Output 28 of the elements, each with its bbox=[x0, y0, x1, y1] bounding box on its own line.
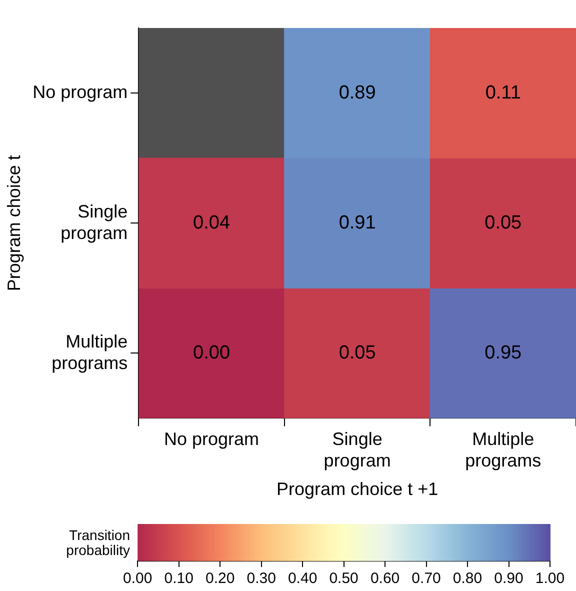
data-label: 0.05 bbox=[338, 342, 376, 364]
color-bar-label: 0.20 bbox=[205, 570, 235, 588]
data-label: 0.95 bbox=[484, 342, 522, 364]
data-label: 0.89 bbox=[338, 82, 376, 104]
color-bar-label: 0.40 bbox=[288, 570, 318, 588]
x-axis-title: Program choice t +1 bbox=[276, 479, 438, 500]
data-label: 0.91 bbox=[338, 212, 376, 234]
color-bar-label: 0.30 bbox=[246, 570, 276, 588]
color-bar-title: Transition probability bbox=[65, 527, 130, 558]
x-tick-label: No program bbox=[164, 428, 260, 449]
data-label: 0.00 bbox=[193, 342, 230, 364]
color-bar-label: 0.90 bbox=[494, 570, 524, 588]
y-tick-label: Multiple programs bbox=[52, 331, 128, 373]
color-bar-label: 0.50 bbox=[329, 570, 358, 588]
data-label: 0.05 bbox=[484, 212, 522, 234]
data-label: 0.11 bbox=[485, 82, 521, 104]
y-tick-label: Single program bbox=[60, 201, 128, 243]
x-tick-label: Multiple programs bbox=[465, 428, 542, 471]
color-bar-label: 0.10 bbox=[164, 570, 194, 588]
color-bar-label: 0.80 bbox=[452, 570, 482, 588]
y-tick-label: No program bbox=[32, 82, 128, 102]
color-bar-label: 0.60 bbox=[370, 570, 400, 588]
color-bar-label: 0.70 bbox=[412, 570, 441, 588]
x-tick-label: Single program bbox=[324, 428, 391, 471]
y-axis-title: Program choice t bbox=[4, 155, 24, 292]
data-label: 0.04 bbox=[193, 212, 230, 234]
color-bar-label: 1.00 bbox=[535, 570, 565, 588]
color-bar-label: 0.00 bbox=[122, 570, 152, 588]
